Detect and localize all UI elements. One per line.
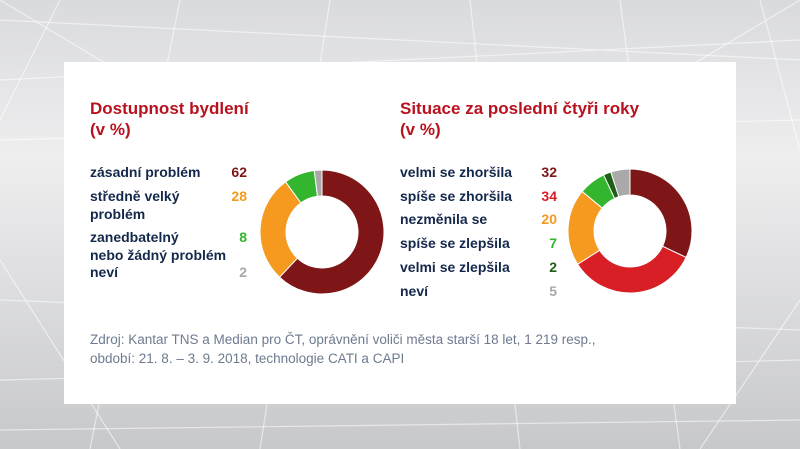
donut-slice [313, 169, 323, 197]
chart2-legend-label: velmi se zlepšila [400, 259, 510, 275]
chart1-legend-row: středně velký problém 28 [90, 187, 247, 223]
chart2-legend-label: nezměnila se [400, 211, 488, 227]
chart2-legend-label: spíše se zlepšila [400, 235, 510, 251]
chart2-title: Situace za poslední čtyři roky [400, 99, 640, 118]
chart2-value-label: 32 [541, 164, 557, 180]
donut-slice [629, 168, 693, 259]
chart1-value-label: 28 [231, 188, 247, 204]
chart1-subtitle: (v %) [90, 120, 131, 139]
chart2-legend-row: nezměnila se 20 [400, 210, 557, 228]
chart2-value-label: 34 [541, 188, 557, 204]
chart2-value-label: 5 [549, 283, 557, 299]
chart2-legend-label: spíše se zhoršila [400, 188, 513, 204]
source-line: období: 21. 8. – 3. 9. 2018, technologie… [90, 351, 405, 366]
chart2-legend-row: velmi se zhoršila 32 [400, 163, 557, 181]
source-note: Zdroj: Kantar TNS a Median pro ČT, opráv… [90, 330, 690, 368]
chart2-legend-label: velmi se zhoršila [400, 164, 513, 180]
chart2-legend-row: velmi se zlepšila 2 [400, 258, 557, 276]
chart2-legend-row: spíše se zhoršila 34 [400, 187, 557, 205]
chart-card: Dostupnost bydlení (v %) zásadní problém… [64, 62, 736, 404]
chart1-value-label: 62 [231, 164, 247, 180]
chart1-value-label: 8 [239, 229, 247, 245]
chart2-value-label: 2 [549, 259, 557, 275]
chart1-title: Dostupnost bydlení [90, 99, 249, 118]
chart1-value-label: 2 [239, 264, 247, 280]
chart1-legend-row: zanedbatelný nebo žádný problém 8 [90, 228, 247, 264]
chart2-value-label: 7 [549, 235, 557, 251]
chart2-legend-row: neví 5 [400, 282, 557, 300]
chart1-legend-label: zanedbatelný nebo žádný problém [90, 229, 227, 263]
donut-slice [610, 168, 631, 198]
donut-slice [278, 169, 385, 295]
donut-slice [576, 245, 687, 294]
chart1-legend-row: neví 2 [90, 263, 247, 281]
chart2-legend-row: spíše se zlepšila 7 [400, 234, 557, 252]
chart1-legend-label: středně velký problém [90, 188, 180, 222]
chart2-donut [567, 168, 693, 294]
chart1-legend-label: neví [90, 264, 119, 280]
chart1-donut [259, 169, 385, 295]
chart1-legend-row: zásadní problém 62 [90, 163, 247, 181]
chart2-value-label: 20 [541, 211, 557, 227]
chart1-legend-label: zásadní problém [90, 164, 201, 180]
source-line: Zdroj: Kantar TNS a Median pro ČT, opráv… [90, 332, 596, 347]
chart2-subtitle: (v %) [400, 120, 441, 139]
chart2-legend-label: neví [400, 283, 429, 299]
